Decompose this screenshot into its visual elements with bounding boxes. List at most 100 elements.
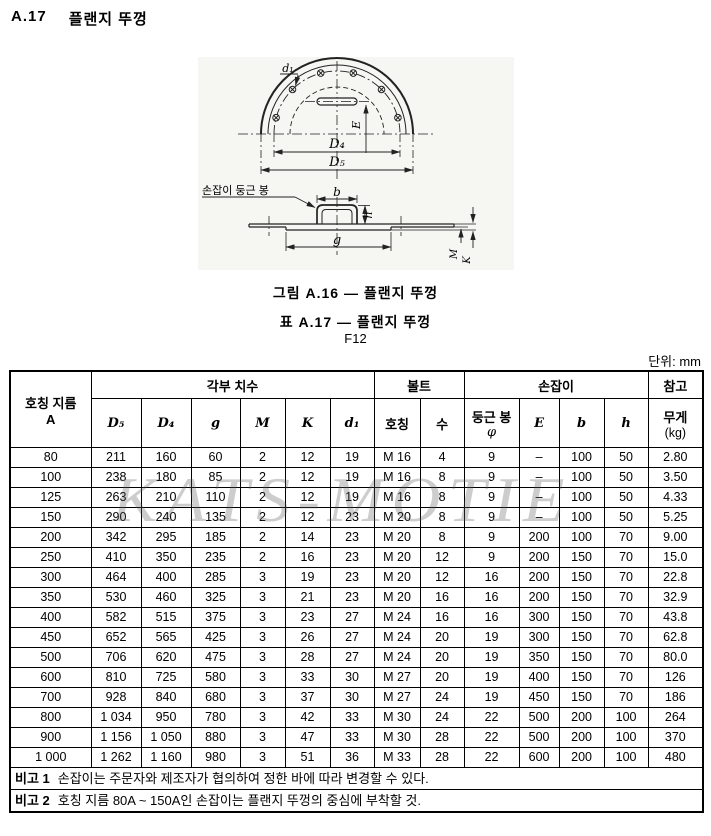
table-row: 600 810 725 580 3 33 30 M 27 20 19 400 150 70 126 (9, 667, 704, 688)
table-cell: 8 (419, 487, 465, 508)
table-cell: 20 (419, 647, 465, 668)
header-weight: 무게 (kg) (647, 398, 704, 448)
section-title: A.17 플랜지 뚜껑 (11, 8, 148, 29)
table-cell: 27 (329, 627, 375, 648)
table-cell: 9 (463, 507, 520, 528)
table-cell: 652 (90, 627, 142, 648)
table-cell: 880 (190, 727, 241, 748)
table-cell: M 20 (373, 507, 421, 528)
table-cell: – (518, 507, 560, 528)
table-cell: – (518, 487, 560, 508)
table-cell: 100 (603, 747, 649, 768)
table-cell: 125 (9, 487, 92, 508)
table-cell: – (518, 467, 560, 488)
table-cell: 582 (90, 607, 142, 628)
table-cell: 70 (603, 607, 649, 628)
table-cell: 530 (90, 587, 142, 608)
table-cell: 8 (419, 507, 465, 528)
table-cell: 180 (140, 467, 192, 488)
header-g: g (190, 398, 241, 448)
table-cell: 23 (329, 547, 375, 568)
table-cell: 150 (558, 647, 605, 668)
table-cell: 620 (140, 647, 192, 668)
table-cell: 263 (90, 487, 142, 508)
table-row: 350 530 460 325 3 21 23 M 20 16 16 200 150 70 32.9 (9, 587, 704, 608)
table-cell: – (518, 447, 560, 468)
section-title-text: 플랜지 뚜껑 (68, 11, 148, 28)
note-1-label: 비고 1 (15, 771, 50, 786)
table-cell: 700 (9, 687, 92, 708)
header-m: M (239, 398, 286, 448)
table-cell: 27 (329, 607, 375, 628)
table-cell: 22 (463, 707, 520, 728)
table-cell: 70 (603, 527, 649, 548)
table-cell: 290 (90, 507, 142, 528)
table-cell: 400 (140, 567, 192, 588)
table-row: 900 1 156 1 050 880 3 47 33 M 30 28 22 500 200 100 37… (9, 727, 704, 748)
table-cell: 235 (190, 547, 241, 568)
table-cell: M 30 (373, 727, 421, 748)
table-cell: 200 (558, 707, 605, 728)
table-row: 500 706 620 475 3 28 27 M 24 20 19 350 150 70 80.0 (9, 647, 704, 668)
table-cell: 30 (329, 667, 375, 688)
table-cell: 51 (284, 747, 331, 768)
table-cell: 186 (647, 687, 704, 708)
table-cell: M 27 (373, 687, 421, 708)
table-cell: 16 (463, 567, 520, 588)
table-cell: 3 (239, 747, 286, 768)
table-cell: 706 (90, 647, 142, 668)
table-cell: 3 (239, 647, 286, 668)
table-cell: 9 (463, 467, 520, 488)
table-cell: 2 (239, 527, 286, 548)
table-cell: 32.9 (647, 587, 704, 608)
section-number: A.17 (11, 8, 47, 25)
figure-caption: 그림 A.16 — 플랜지 뚜껑 (272, 285, 439, 301)
table-row: 150 290 240 135 2 12 23 M 20 8 9–100 50 5.25 (9, 507, 704, 528)
table-cell: 9 (463, 547, 520, 568)
bolt-holes (272, 69, 402, 122)
table-cell: 23 (284, 607, 331, 628)
flange-cover-table: 호칭 지름 A 각부 치수 볼트 손잡이 참고 D₅ D₄ g M K d₁ 호… (9, 370, 705, 813)
table-cell: 250 (9, 547, 92, 568)
dim-label-e: E (350, 121, 363, 130)
table-cell: 16 (419, 587, 465, 608)
table-cell: 24 (419, 687, 465, 708)
table-caption: 표 A.17 — 플랜지 뚜껑 (279, 314, 432, 330)
table-cell: 70 (603, 567, 649, 588)
table-cell: 70 (603, 647, 649, 668)
table-cell: 4.33 (647, 487, 704, 508)
table-cell: 2 (239, 547, 286, 568)
note-2-label: 비고 2 (15, 793, 50, 808)
table-cell: 70 (603, 547, 649, 568)
table-cell: 240 (140, 507, 192, 528)
dim-label-k: K (462, 256, 473, 265)
table-cell: 375 (190, 607, 241, 628)
table-cell: 725 (140, 667, 192, 688)
table-cell: 9 (463, 527, 520, 548)
table-cell: 150 (558, 687, 605, 708)
table-cell: 100 (603, 727, 649, 748)
table-cell: 300 (518, 627, 560, 648)
dim-label-b: b (333, 185, 341, 199)
table-cell: 33 (284, 667, 331, 688)
table-cell: 185 (190, 527, 241, 548)
table-cell: 37 (284, 687, 331, 708)
table-cell: 565 (140, 627, 192, 648)
table-cell: 3.50 (647, 467, 704, 488)
table-cell: 238 (90, 467, 142, 488)
table-cell: 5.25 (647, 507, 704, 528)
table-cell: 19 (329, 447, 375, 468)
note-1-text: 손잡이는 주문자와 제조자가 협의하여 정한 바에 따라 변경할 수 있다. (57, 771, 429, 786)
table-cell: 60 (190, 447, 241, 468)
table-cell: 450 (9, 627, 92, 648)
header-round-bar: 둥근 봉 φ (463, 398, 520, 448)
table-cell: M 16 (373, 487, 421, 508)
table-cell: 8 (419, 527, 465, 548)
table-cell: M 16 (373, 447, 421, 468)
handle-round-bar (316, 204, 358, 224)
table-cell: 100 (558, 467, 605, 488)
table-subcaption: F12 (344, 331, 367, 346)
table-row: 450 652 565 425 3 26 27 M 24 20 19 300 150 70 62.8 (9, 627, 704, 648)
table-cell: 3 (239, 607, 286, 628)
table-cell: 2 (239, 467, 286, 488)
